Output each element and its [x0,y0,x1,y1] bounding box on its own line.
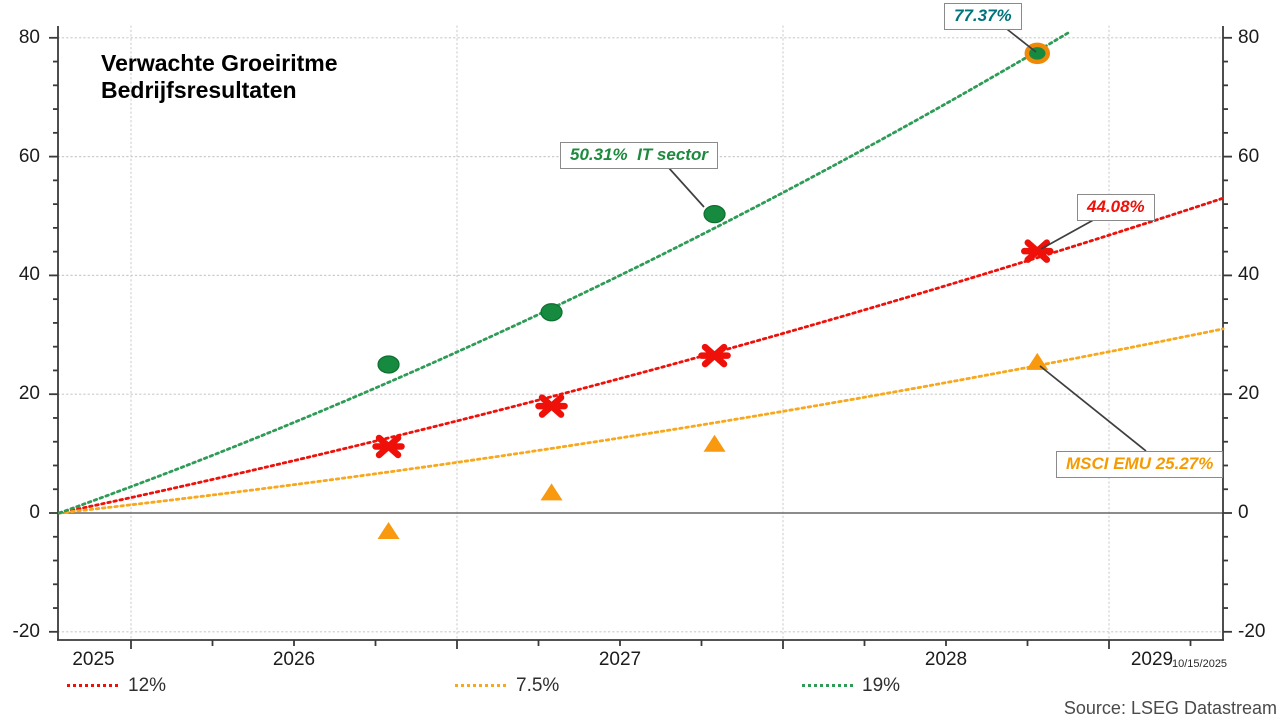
y-axis-tick-label-right: 20 [1238,383,1260,405]
legend-line-7-5pct [455,684,506,687]
x-axis-tick-label: 2026 [272,649,316,670]
legend-label-19pct: 19% [862,675,901,696]
y-axis-tick-label-left: -20 [12,620,40,642]
annotation-44-08: 44.08% [1077,194,1155,221]
x-axis-tick-label: 2028 [924,649,968,670]
annotation-it-sector: 50.31% IT sector [560,142,718,169]
legend-label-12pct: 12% [128,675,167,696]
y-axis-tick-label-left: 0 [29,502,40,523]
y-axis-tick-label-left: 40 [18,264,40,286]
y-axis-tick-label-right: 0 [1238,502,1249,523]
y-axis-tick-label-right: 80 [1238,26,1260,48]
source-credit: Source: LSEG Datastream [1063,698,1277,718]
annotation-77-37: 77.37% [944,3,1022,30]
y-axis-tick-label-left: 60 [18,145,40,167]
legend-line-12pct [67,684,118,687]
legend-line-19pct [802,684,853,687]
y-axis-tick-label-right: 40 [1238,264,1260,286]
y-axis-tick-label-right: 60 [1238,145,1260,167]
y-axis-tick-label-left: 20 [18,383,40,405]
x-axis-tick-label: 2029 [1130,649,1174,670]
chart-title: Verwachte Groeiritme Bedrijfsresultaten [101,50,338,104]
y-axis-tick-label-left: 80 [18,26,40,48]
date-stamp: 10/15/2025 [1172,658,1228,670]
x-axis-tick-label: 2027 [598,649,642,670]
annotation-msci-emu: MSCI EMU 25.27% [1056,451,1224,478]
x-axis-tick-label: 2025 [72,649,115,670]
chart-title-line1: Verwachte Groeiritme [101,50,338,76]
legend-label-7-5pct: 7.5% [516,675,560,696]
y-axis-tick-label-right: -20 [1238,620,1266,642]
chart-title-line2: Bedrijfsresultaten [101,77,297,103]
